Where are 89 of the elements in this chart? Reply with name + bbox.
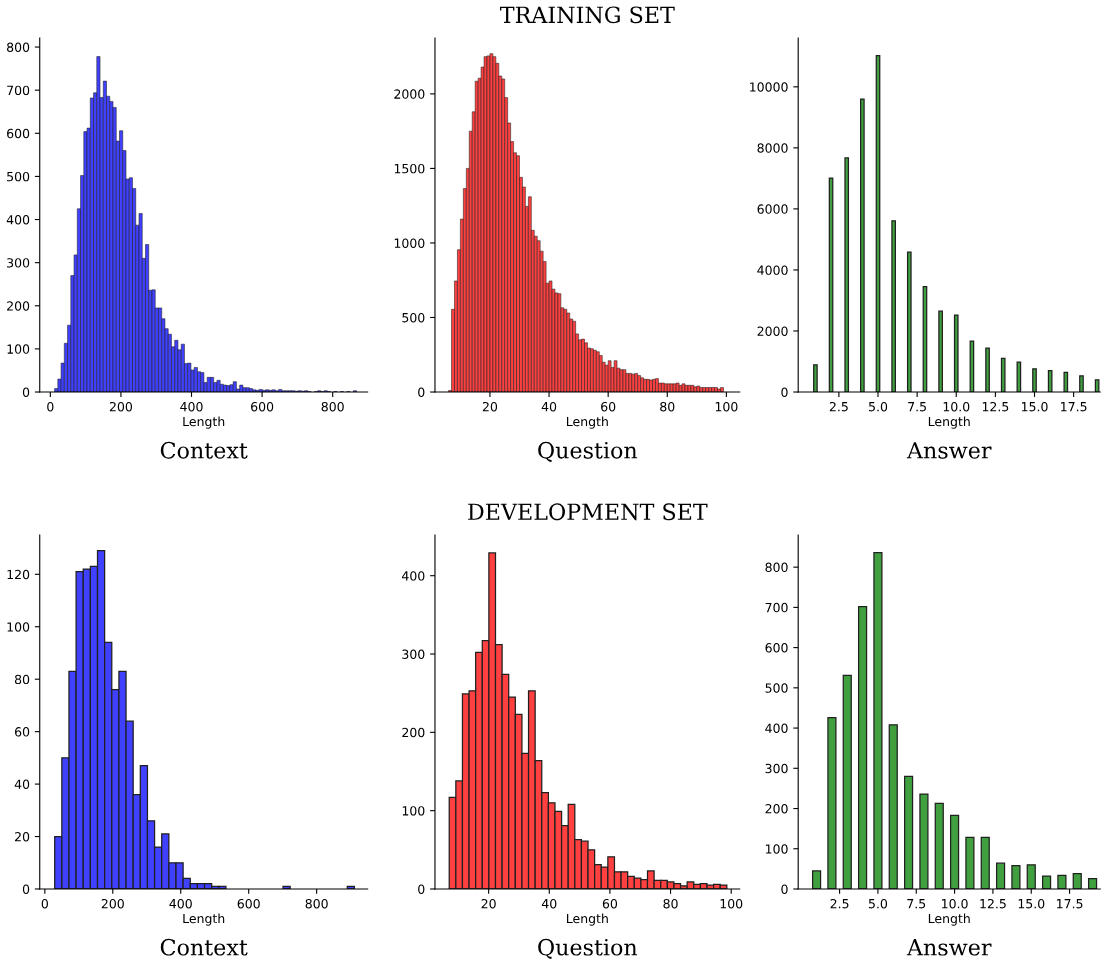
y-tick-label: 300 [402, 649, 425, 659]
x-tick-label: 100 [715, 401, 738, 412]
text: Question [538, 938, 638, 959]
y-tick-label: 100 [7, 622, 30, 632]
x-tick-label: 80 [660, 401, 675, 412]
x-tick-label: 200 [101, 898, 124, 909]
x-tick-label: 0 [41, 898, 48, 909]
y-tick-label: 80 [14, 674, 30, 685]
x-tick-label: 600 [251, 401, 274, 412]
y-tick-label: 300 [7, 258, 30, 268]
text: Context [160, 938, 248, 956]
y-tick-label: 10000 [750, 82, 788, 92]
y-tick-label: 0 [781, 884, 788, 894]
y-tick-label: 120 [7, 569, 30, 580]
y-tick-label: 60 [14, 727, 30, 737]
x-tick-label: 7.5 [908, 402, 926, 412]
y-tick-label: 20 [15, 832, 30, 842]
x-tick-label: 17.5 [1061, 402, 1087, 412]
y-tick-label: 700 [7, 85, 30, 96]
y-tick-label: 400 [6, 215, 30, 225]
x-tick-label: 15.0 [1018, 898, 1045, 909]
y-tick-label: 100 [7, 344, 30, 354]
y-tick-label: 200 [765, 804, 788, 814]
y-tick-label: 200 [402, 727, 425, 738]
x-tick-label: 400 [180, 401, 203, 412]
x-tick-label: 40 [541, 401, 557, 412]
x-axis-title: Length [183, 416, 225, 429]
y-tick-label: 200 [7, 301, 30, 311]
x-tick-label: 60 [601, 401, 616, 412]
y-tick-label: 0 [781, 387, 788, 397]
x-axis-title: Length [928, 913, 970, 926]
x-tick-label: 2.5 [830, 898, 849, 909]
x-tick-label: 40 [541, 898, 557, 909]
x-tick-label: 200 [109, 401, 133, 412]
x-tick-label: 15.0 [1021, 401, 1048, 412]
y-tick-label: 2000 [394, 89, 425, 99]
text: DEVELOPMENT SET [468, 503, 708, 521]
y-tick-label: 700 [765, 602, 788, 613]
text: Context [160, 441, 248, 459]
x-tick-label: 7.5 [907, 899, 926, 909]
y-tick-label: 500 [402, 312, 425, 323]
y-tick-label: 40 [14, 779, 30, 790]
x-axis-title: Length [183, 913, 225, 926]
y-tick-label: 300 [765, 763, 788, 774]
x-tick-label: 2.5 [829, 401, 848, 412]
text: Answer [906, 939, 992, 956]
y-tick-label: 500 [7, 171, 30, 182]
y-tick-label: 600 [765, 643, 788, 653]
y-tick-label: 400 [402, 571, 425, 581]
x-axis-title: Length [928, 416, 970, 429]
y-tick-label: 500 [765, 683, 788, 693]
x-tick-label: 12.5 [980, 898, 1006, 909]
y-tick-label: 1000 [394, 238, 425, 248]
x-tick-label: 0 [47, 401, 54, 412]
y-tick-label: 800 [7, 42, 30, 52]
x-tick-label: 20 [481, 898, 496, 909]
x-tick-label: 10.0 [942, 898, 968, 909]
y-tick-label: 400 [765, 723, 788, 733]
x-tick-label: 600 [237, 898, 260, 909]
x-tick-label: 80 [663, 898, 678, 909]
x-tick-label: 800 [321, 401, 344, 412]
x-tick-label: 17.5 [1057, 899, 1083, 909]
x-tick-label: 100 [720, 898, 743, 909]
text: Question [538, 441, 638, 462]
x-tick-label: 5.0 [869, 401, 888, 412]
y-tick-label: 800 [765, 562, 788, 573]
text: Answer [906, 442, 992, 459]
y-tick-label: 0 [22, 884, 30, 894]
y-tick-label: 4000 [757, 265, 788, 275]
x-tick-label: 800 [305, 898, 328, 909]
y-tick-label: 100 [765, 844, 788, 854]
x-tick-label: 20 [482, 401, 498, 412]
y-tick-label: 8000 [757, 143, 788, 153]
y-tick-label: 2000 [757, 326, 788, 336]
x-tick-label: 5.0 [868, 898, 888, 909]
x-tick-label: 12.5 [982, 401, 1009, 412]
y-tick-label: 0 [22, 387, 30, 397]
x-axis-title: Length [567, 416, 608, 429]
x-axis-title: Length [567, 913, 608, 926]
y-tick-label: 100 [402, 806, 425, 816]
text: TRAINING SET [499, 6, 675, 24]
y-tick-label: 0 [418, 387, 425, 397]
y-tick-label: 600 [7, 128, 30, 139]
x-tick-label: 400 [169, 898, 192, 909]
y-tick-label: 1500 [394, 163, 425, 174]
x-tick-label: 10.0 [943, 401, 970, 412]
y-tick-label: 0 [418, 884, 425, 894]
x-tick-label: 60 [602, 898, 618, 909]
y-tick-label: 6000 [757, 204, 788, 214]
